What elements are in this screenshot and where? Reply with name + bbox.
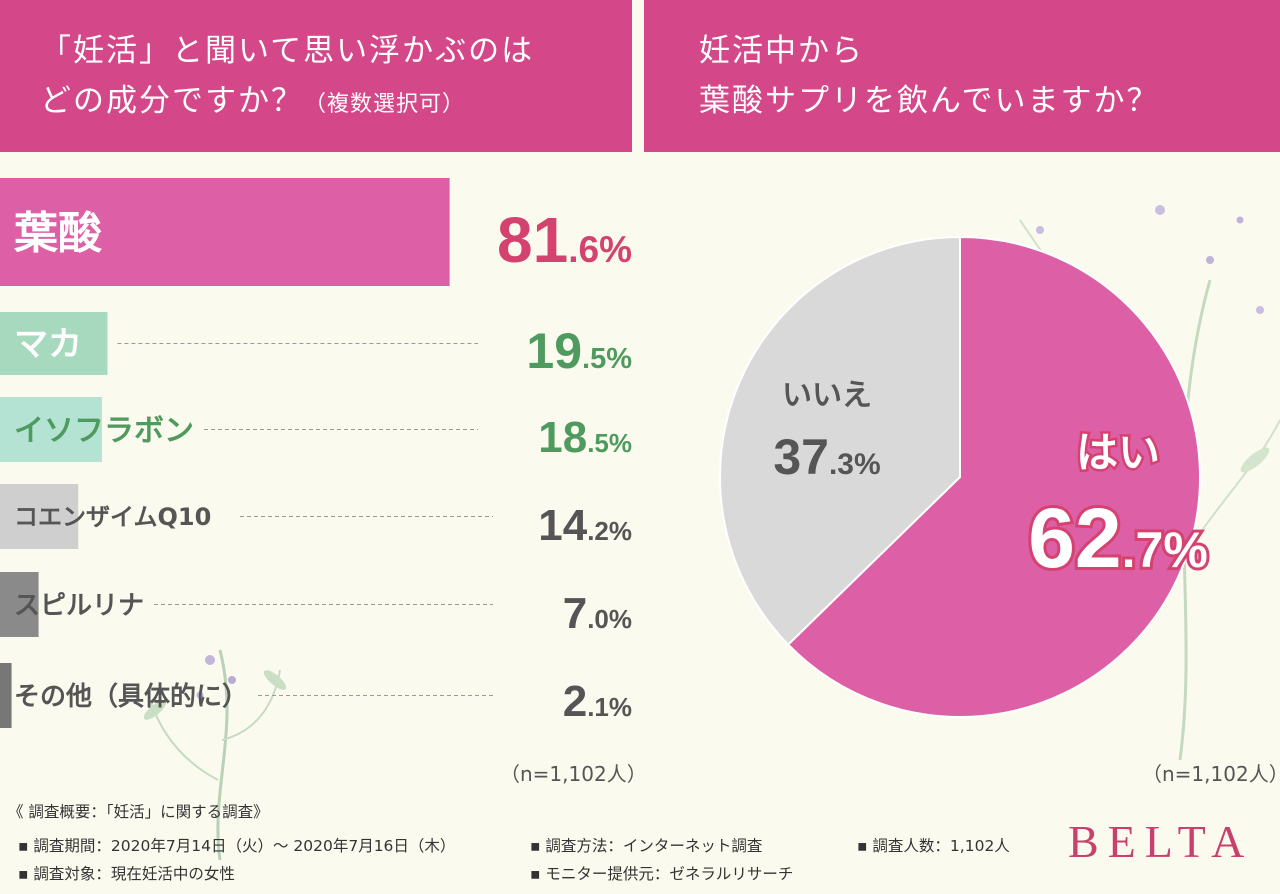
bar-value-4: 14.2% <box>538 501 632 550</box>
left-title-line2: どの成分ですか？ <box>40 83 304 119</box>
bar-value-5: 7.0% <box>563 589 632 638</box>
bar-5 <box>0 572 39 637</box>
pie-slice-no <box>719 235 961 646</box>
bar-value-6: 2.1% <box>563 677 632 726</box>
multiple-choice-note: （複数選択可） <box>304 92 466 117</box>
survey-method: ▪ 調査方法：インターネット調査 <box>530 837 763 855</box>
bar-label-2: マカ <box>14 325 82 365</box>
folic-acid-supplement-pie-chart: はい 62.7% いいえ 37.3% <box>719 235 1211 718</box>
bar-2 <box>0 312 108 375</box>
pie-value-yes: 62.7% <box>1028 491 1208 585</box>
survey-count: ▪ 調査人数：1,102人 <box>857 837 1010 855</box>
bar-value-1: 81.6% <box>497 204 632 276</box>
survey-overview-title: 《 調査概要：「妊活」に関する調査》 <box>8 803 269 821</box>
left-chart-title: 「妊活」と聞いて思い浮かぶのは どの成分ですか？（複数選択可） <box>0 0 632 152</box>
right-title-line1: 妊活中から <box>699 33 864 69</box>
survey-provider: ▪ モニター提供元：ゼネラルリサーチ <box>530 865 794 883</box>
right-title-line2: 葉酸サプリを飲んでいますか？ <box>699 83 1160 119</box>
survey-overview: 《 調査概要：「妊活」に関する調査》 ▪ 調査期間：2020年7月14日（火）～… <box>0 796 1280 894</box>
bar-3 <box>0 397 102 462</box>
pie-chart-sample-size: （n=1,102人） <box>1142 762 1280 786</box>
bar-label-1: 葉酸 <box>13 208 103 259</box>
bar-4 <box>0 484 79 549</box>
bar-label-6: その他（具体的に） <box>14 681 248 712</box>
bar-value-2: 19.5% <box>526 323 632 379</box>
bar-label-3: イソフラボン <box>14 413 194 448</box>
pie-value-no: 37.3% <box>773 429 880 485</box>
bar-label-5: スピルリナ <box>14 591 144 621</box>
pie-label-no: いいえ <box>782 378 872 413</box>
belta-logo: BELTA <box>1068 816 1254 867</box>
survey-target: ▪ 調査対象：現在妊活中の女性 <box>18 865 235 883</box>
pie-label-yes: はい <box>1076 428 1160 477</box>
survey-period: ▪ 調査期間：2020年7月14日（火）～ 2020年7月16日（木） <box>18 837 456 855</box>
right-chart-title: 妊活中から 葉酸サプリを飲んでいますか？ <box>644 0 1280 152</box>
ingredient-bar-chart: 葉酸 81.6% マカ 19.5% イソフラボン 18.5% コエンザイムQ10 14.2% ス… <box>0 178 632 728</box>
bar-1 <box>0 178 450 286</box>
bar-label-4: コエンザイムQ10 <box>14 503 211 531</box>
bar-chart-sample-size: （n=1,102人） <box>500 762 647 786</box>
pie-slice-yes <box>786 235 1201 718</box>
left-title-line1: 「妊活」と聞いて思い浮かぶのは <box>40 33 535 69</box>
bar-6 <box>0 663 12 728</box>
bar-value-3: 18.5% <box>538 413 632 462</box>
